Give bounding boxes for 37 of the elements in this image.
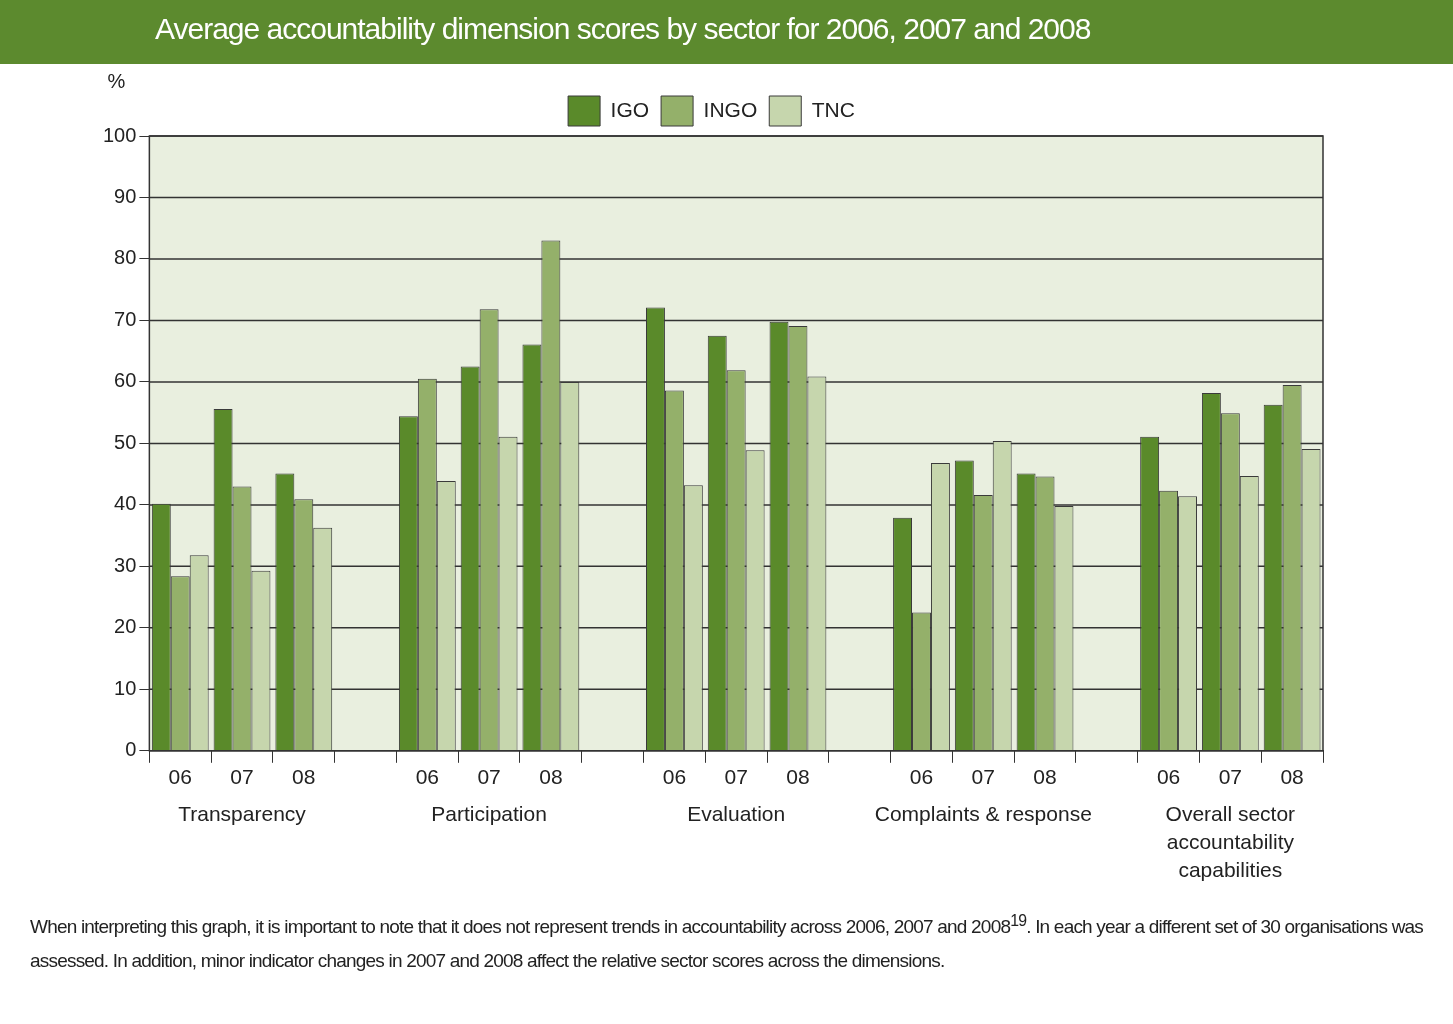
legend-label: INGO: [703, 97, 758, 121]
y-tick-label: 0: [125, 738, 137, 761]
y-tick-label: 40: [114, 492, 137, 515]
text: Evaluation: [687, 802, 786, 826]
chart-title: Average accountability dimension scores by sector for 2006, 2007 and 2008: [0, 0, 1453, 64]
x-tick-label: 08: [1033, 765, 1057, 789]
y-tick-label: 60: [114, 369, 137, 392]
x-tick-label: 07: [724, 765, 748, 789]
x-tick-label: 06: [662, 765, 687, 789]
text: Participation: [431, 802, 547, 826]
text: Overall sector accountability capabilities: [1165, 802, 1296, 882]
x-tick-label: 07: [971, 765, 995, 789]
text: Complaints & response: [874, 802, 1092, 826]
y-tick-label: 10: [114, 676, 137, 699]
x-tick-label: 07: [230, 765, 254, 789]
x-tick-label: 08: [1280, 765, 1304, 789]
x-tick-label: 06: [415, 765, 440, 789]
x-tick-label: 07: [1218, 765, 1243, 789]
legend-label: TNC: [811, 97, 855, 121]
y-tick-label: 20: [114, 615, 137, 638]
y-tick-label: 100: [102, 123, 137, 146]
y-tick-label: 90: [114, 185, 137, 207]
x-tick-label: 08: [539, 765, 563, 789]
x-tick-label: 06: [909, 765, 934, 789]
y-tick-label: 50: [114, 430, 137, 453]
x-tick-label: 07: [477, 765, 501, 789]
x-tick-label: 08: [292, 765, 316, 789]
x-tick-label: 06: [168, 765, 192, 789]
y-tick-label: 30: [114, 553, 137, 576]
text: When interpreting this graph, it is important to note that it does not represent trends in accountability across 2006, 2007 and 2008$^{19}$. In each year a different set of 30 organisations was assessed. In addition, minor indicator changes in 2007 and 2008 affect the relative sector scores across the dimensions.: [30, 912, 1424, 972]
y-axis-title: %: [107, 69, 126, 92]
legend-label: IGO: [610, 97, 650, 121]
y-tick-label: 80: [114, 246, 137, 269]
x-tick-label: 06: [1156, 765, 1181, 789]
y-tick-label: 70: [114, 307, 137, 330]
text: Transparency: [178, 802, 307, 826]
x-tick-label: 08: [786, 765, 810, 789]
